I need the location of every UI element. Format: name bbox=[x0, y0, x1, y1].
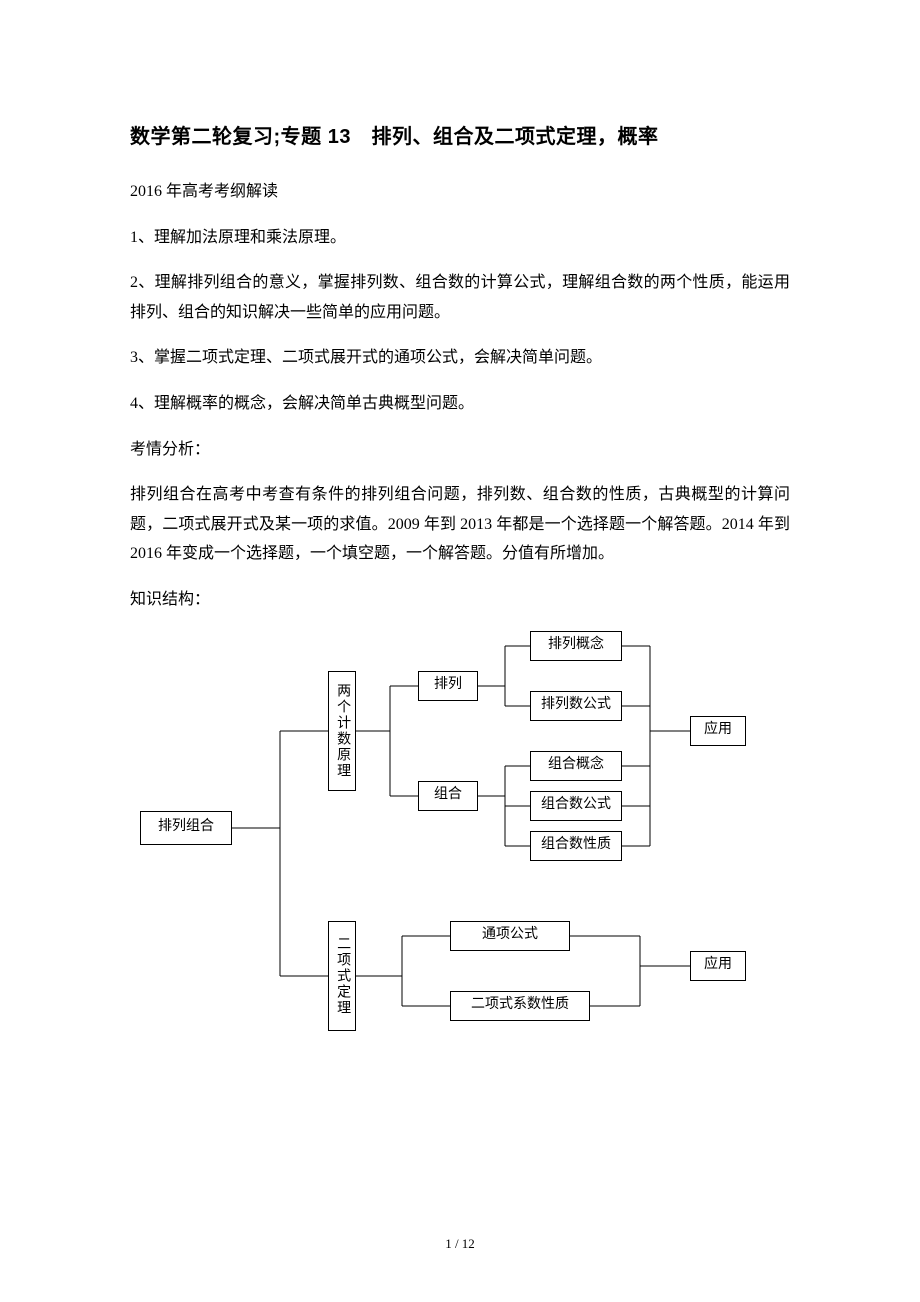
para-analysis-label: 考情分析： bbox=[130, 435, 790, 465]
node-app1: 应用 bbox=[690, 716, 746, 746]
para-point-2: 2、理解排列组合的意义，掌握排列数、组合数的计算公式，理解组合数的两个性质，能运… bbox=[130, 268, 790, 327]
para-syllabus-intro: 2016 年高考考纲解读 bbox=[130, 177, 790, 207]
para-point-4: 4、理解概率的概念，会解决简单古典概型问题。 bbox=[130, 389, 790, 419]
knowledge-structure-diagram: 排列组合两个计数原理二项式定理排列组合排列概念排列数公式组合概念组合数公式组合数… bbox=[130, 631, 790, 1051]
node-general: 通项公式 bbox=[450, 921, 570, 951]
node-perm_concept: 排列概念 bbox=[530, 631, 622, 661]
node-principles: 两个计数原理 bbox=[328, 671, 356, 791]
page-footer: 1 / 12 bbox=[0, 1236, 920, 1252]
node-perm: 排列 bbox=[418, 671, 478, 701]
para-analysis-body: 排列组合在高考中考查有条件的排列组合问题，排列数、组合数的性质，古典概型的计算问… bbox=[130, 480, 790, 569]
node-bin_prop: 二项式系数性质 bbox=[450, 991, 590, 1021]
node-comb_concept: 组合概念 bbox=[530, 751, 622, 781]
node-comb_formula: 组合数公式 bbox=[530, 791, 622, 821]
node-comb_prop: 组合数性质 bbox=[530, 831, 622, 861]
node-perm_formula: 排列数公式 bbox=[530, 691, 622, 721]
node-app2: 应用 bbox=[690, 951, 746, 981]
para-structure-label: 知识结构： bbox=[130, 585, 790, 615]
para-point-3: 3、掌握二项式定理、二项式展开式的通项公式，会解决简单问题。 bbox=[130, 343, 790, 373]
page-title: 数学第二轮复习;专题 13 排列、组合及二项式定理，概率 bbox=[130, 120, 790, 149]
para-point-1: 1、理解加法原理和乘法原理。 bbox=[130, 223, 790, 253]
node-root: 排列组合 bbox=[140, 811, 232, 845]
node-comb: 组合 bbox=[418, 781, 478, 811]
node-binomial: 二项式定理 bbox=[328, 921, 356, 1031]
